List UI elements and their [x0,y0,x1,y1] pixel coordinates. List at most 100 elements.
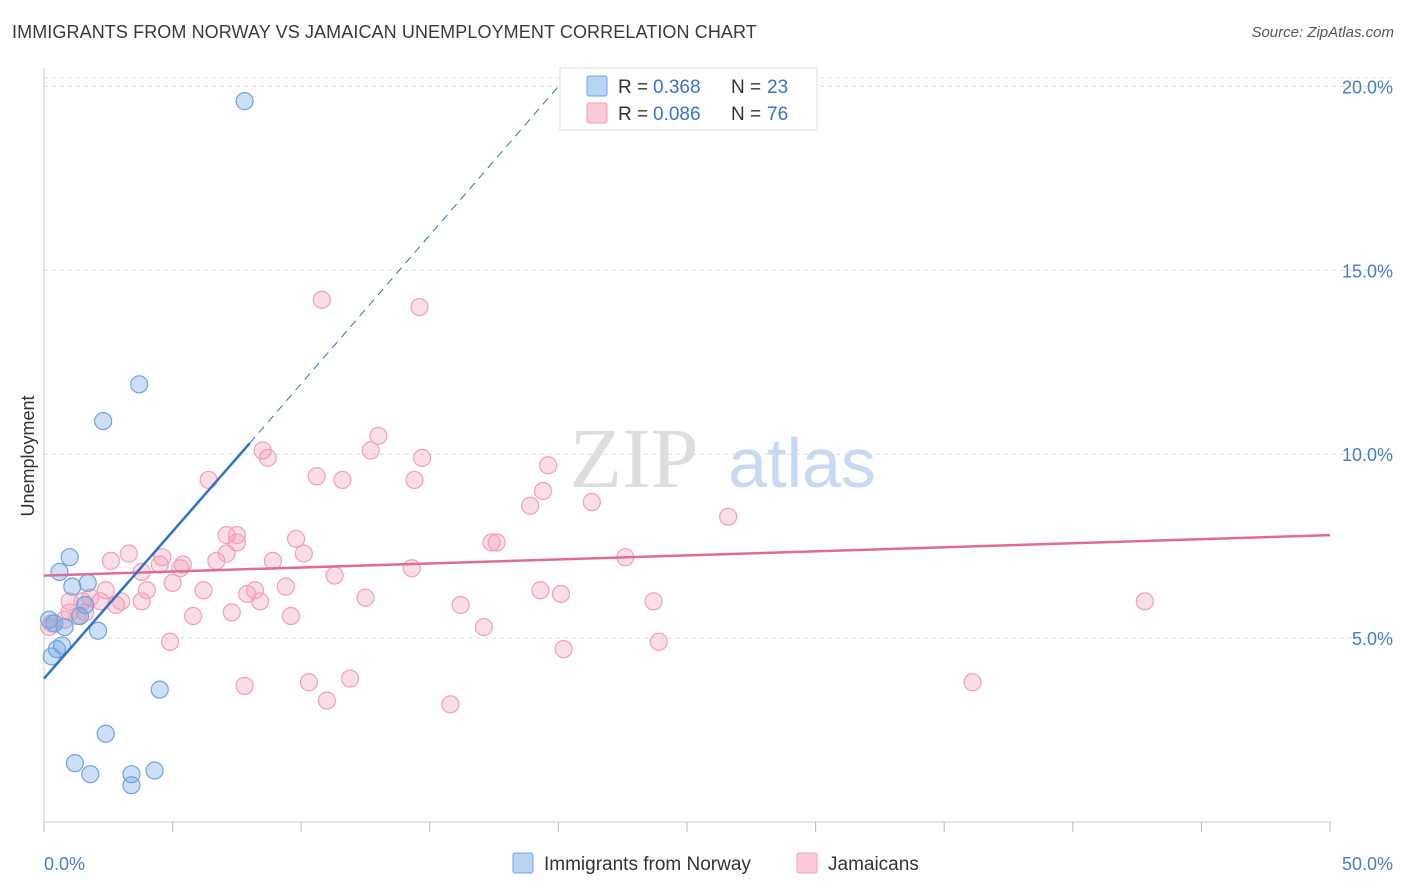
jamaicans-point-66 [474,617,493,637]
jamaicans-point-41 [276,577,295,596]
jamaicans-point-22 [119,544,138,563]
watermark-atlas: atlas [728,424,876,502]
bottom-legend-norway-label: Immigrants from Norway [544,854,751,875]
bottom-legend-jamaicans-label: Jamaicans [828,854,919,875]
y-tick-label-10: 10.0% [1342,445,1393,465]
jamaicans-point-37 [137,581,156,600]
chart-title: IMMIGRANTS FROM NORWAY VS JAMAICAN UNEMP… [12,22,757,42]
norway-point-4 [50,562,69,581]
jamaicans-point-75 [441,695,460,714]
jamaicans-point-0 [312,290,331,309]
norway-point-0 [235,92,254,111]
norway-point-8 [70,606,90,626]
norway-point-19 [81,765,100,784]
y-tick-labels: 5.0% 10.0% 15.0% 20.0% [1342,77,1393,649]
jamaicans-point-4 [258,448,277,467]
jamaicans-point-54 [644,592,663,611]
jamaicans-point-31 [402,559,421,578]
legend-jamaicans-r-value: 0.086 [653,104,701,125]
jamaicans-point-35 [325,566,344,585]
norway-point-1 [130,375,149,394]
jamaicans-point-5 [361,441,380,460]
norway-trend-line [43,442,251,680]
legend-jamaicans-r-label: R = [618,104,648,125]
norway-trend-extension [249,86,559,444]
jamaicans-point-21 [482,533,501,552]
jamaicans-point-39 [96,581,115,600]
norway-point-2 [94,411,113,431]
norway-point-9 [55,617,74,637]
legend-norway-n-value: 23 [767,77,788,98]
norway-point-7 [76,595,95,615]
jamaicans-point-2 [369,426,388,445]
jamaicans-point-7 [539,456,558,475]
jamaicans-point-23 [153,548,172,567]
y-axis-title: Unemployment [18,395,38,516]
y-tick-label-5: 5.0% [1352,629,1393,649]
legend-jamaicans-swatch [586,102,608,124]
jamaicans-point-74 [317,691,337,710]
legend-norway-r-value: 0.368 [653,77,701,98]
source-label: Source: ZipAtlas.com [1251,24,1394,41]
norway-point-6 [63,577,82,596]
legend-jamaicans-n-value: 76 [767,104,788,125]
norway-point-15 [40,610,59,629]
x-tick-label-min: 0.0% [44,854,85,874]
jamaicans-point-48 [91,592,110,611]
jamaicans-point-11 [405,470,424,490]
bottom-legend-jamaicans-swatch [796,852,818,874]
jamaicans-point-70 [235,676,254,696]
y-tick-label-20: 20.0% [1342,77,1393,97]
jamaicans-point-12 [533,481,553,501]
jamaicans-point-50 [132,592,151,611]
jamaicans-point-17 [227,526,246,545]
norway-point-17 [96,724,115,743]
jamaicans-point-6 [412,448,432,467]
trend-lines [43,86,1331,680]
jamaicans-point-38 [194,581,213,600]
y-tick-label-15: 15.0% [1342,261,1393,281]
jamaicans-point-53 [451,595,470,615]
legend-norway-r-label: R = [618,77,648,98]
x-tick-label-max: 50.0% [1342,854,1393,874]
jamaicans-point-58 [106,595,126,615]
jamaicans-points [40,290,1154,714]
jamaicans-point-44 [551,584,571,604]
jamaicans-point-15 [719,507,738,526]
x-ticks [43,822,1331,832]
jamaicans-point-67 [160,632,180,651]
norway-point-18 [65,754,84,773]
jamaicans-point-61 [281,606,301,626]
legend-norway-n-label: N = [731,77,761,98]
jamaicans-point-36 [163,573,182,593]
jamaicans-point-55 [1135,592,1154,611]
legend-jamaicans-n-label: N = [731,104,761,125]
jamaicans-point-13 [521,496,540,515]
jamaicans-point-16 [217,526,236,545]
jamaicans-point-1 [410,297,429,317]
norway-point-21 [145,761,164,780]
jamaicans-point-52 [250,592,270,611]
jamaicans-point-24 [217,544,236,563]
top-legend: R = 0.368 N = 23 R = 0.086 N = 76 [559,67,818,131]
jamaicans-point-29 [263,551,283,570]
norway-points [40,92,254,795]
jamaicans-point-10 [333,470,352,490]
jamaicans-point-68 [554,640,573,659]
jamaicans-point-20 [487,533,506,552]
jamaicans-point-59 [184,606,203,626]
jamaicans-point-71 [299,673,319,692]
jamaicans-point-9 [307,467,326,486]
bottom-legend-norway-swatch [512,852,534,874]
jamaicans-point-42 [356,588,375,607]
watermark-zip: ZIP [570,410,699,506]
norway-point-11 [88,621,108,640]
jamaicans-point-14 [582,492,601,512]
norway-point-3 [60,548,79,567]
jamaicans-point-28 [207,551,226,570]
jamaicans-point-72 [340,669,360,688]
norway-point-14 [42,647,61,666]
jamaicans-point-51 [245,581,265,600]
legend-norway-swatch [586,75,608,97]
